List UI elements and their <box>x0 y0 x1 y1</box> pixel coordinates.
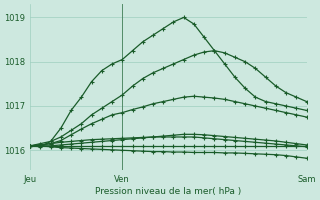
X-axis label: Pression niveau de la mer( hPa ): Pression niveau de la mer( hPa ) <box>95 187 242 196</box>
